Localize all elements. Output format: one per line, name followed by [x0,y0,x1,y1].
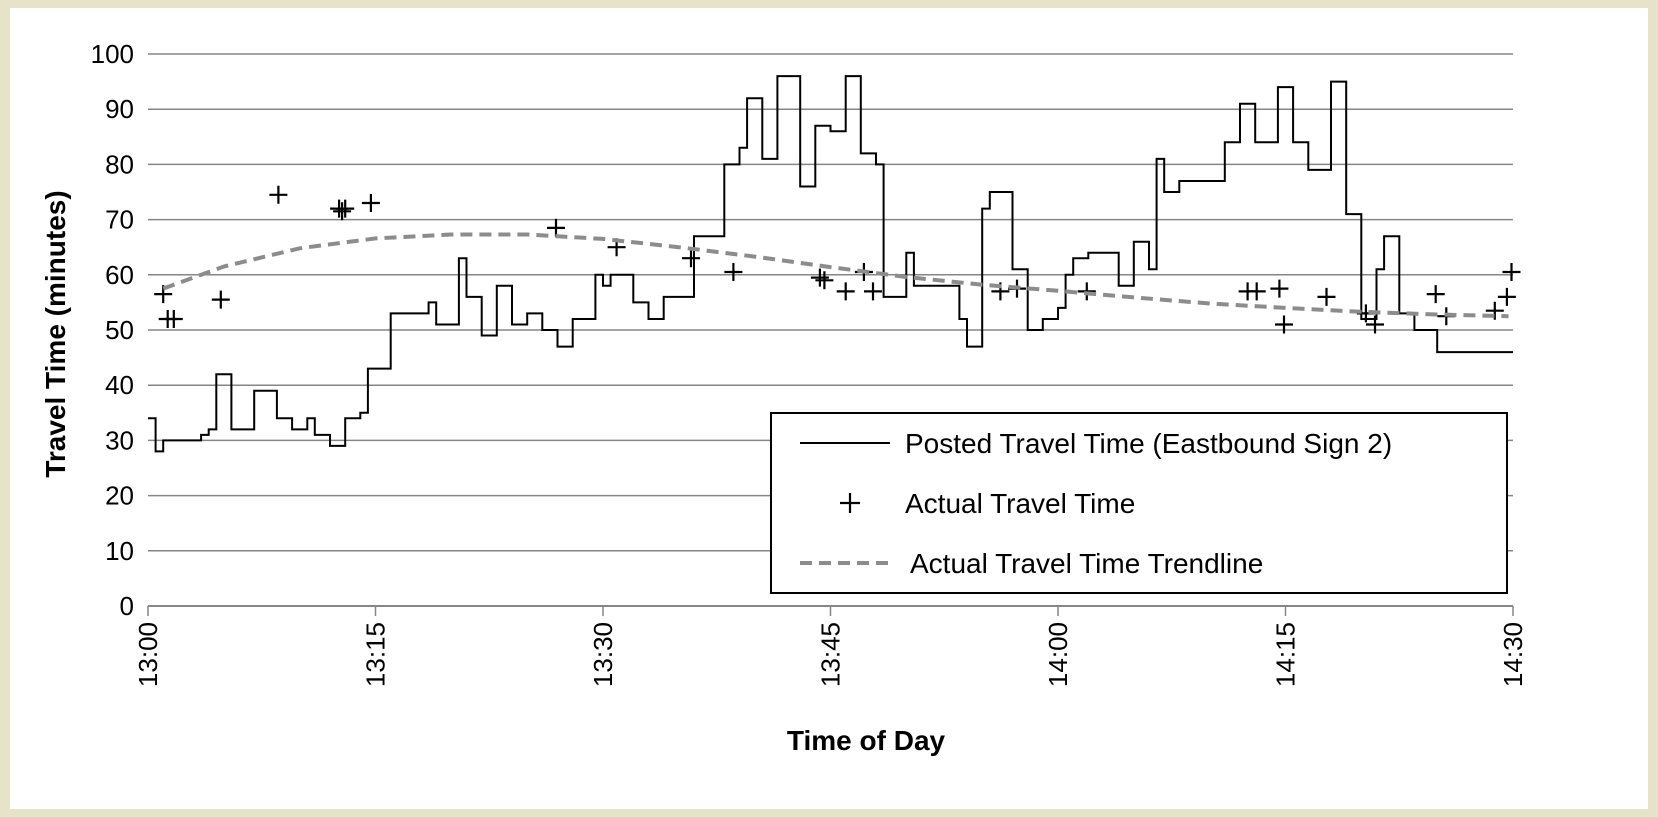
x-axis-ticks: 13:00 13:15 13:30 13:45 14:00 14:15 14:30 [133,606,1528,687]
posted-travel-time-series [148,75,1513,453]
trendline-series [162,232,1509,319]
y-tick-label-20: 20 [105,481,134,511]
chart-frame: 0 10 20 30 40 50 60 70 80 90 100 13:00 13:15 13:30 13… [10,8,1648,809]
legend-label-trendline: Actual Travel Time Trendline [910,548,1263,579]
actual-travel-time-point [333,202,352,221]
x-tick-label-13:15: 13:15 [361,622,391,687]
y-tick-label-40: 40 [105,370,134,400]
actual-travel-time-point [1497,287,1516,306]
actual-travel-time-point [1270,279,1289,298]
actual-travel-time-point [836,282,855,301]
actual-travel-time-point [1502,263,1521,281]
y-tick-label-100: 100 [91,39,134,69]
actual-travel-time-point [164,310,183,328]
actual-travel-time-point [1485,301,1504,320]
gridlines [148,53,1513,552]
actual-travel-time-point [1275,315,1293,334]
actual-travel-time-point [682,249,700,268]
actual-travel-time-point [815,271,834,290]
actual-travel-time-point [547,218,565,237]
x-tick-label-13:45: 13:45 [816,622,846,687]
x-axis-title: Time of Day [787,725,946,756]
series-layer [148,75,1521,453]
actual-travel-time-point [864,282,882,301]
y-tick-label-90: 90 [105,94,134,124]
x-tick-label-14:30: 14:30 [1498,622,1528,687]
actual-travel-time-point [269,185,288,204]
y-axis-title: Travel Time (minutes) [40,190,71,477]
actual-travel-time-point [1426,285,1445,304]
y-tick-label-60: 60 [105,260,134,290]
y-tick-label-10: 10 [105,536,134,566]
actual-travel-time-point [724,263,743,281]
y-tick-label-0: 0 [120,591,134,621]
x-tick-label-13:30: 13:30 [588,622,618,687]
y-axis-ticks: 0 10 20 30 40 50 60 70 80 90 100 [91,39,134,621]
actual-travel-time-point [810,268,829,287]
actual-travel-time-point [211,290,230,309]
x-tick-label-13:00: 13:00 [133,622,163,687]
actual-travel-time-point [361,194,380,212]
legend-box [770,412,1508,594]
legend-swatch-actual [840,493,860,513]
y-tick-label-30: 30 [105,425,134,455]
actual-travel-time-point [1317,287,1336,306]
actual-travel-time-point [1247,282,1266,301]
y-tick-label-70: 70 [105,205,134,235]
legend-label-posted: Posted Travel Time (Eastbound Sign 2) [905,428,1392,459]
actual-travel-time-point [336,199,355,218]
x-tick-label-14:00: 14:00 [1043,622,1073,687]
x-tick-label-14:15: 14:15 [1271,622,1301,687]
legend: Posted Travel Time (Eastbound Sign 2) Ac… [770,412,1508,594]
y-tick-label-80: 80 [105,149,134,179]
y-tick-label-50: 50 [105,315,134,345]
legend-label-actual: Actual Travel Time [905,488,1135,519]
actual-travel-time-point [1366,315,1384,334]
